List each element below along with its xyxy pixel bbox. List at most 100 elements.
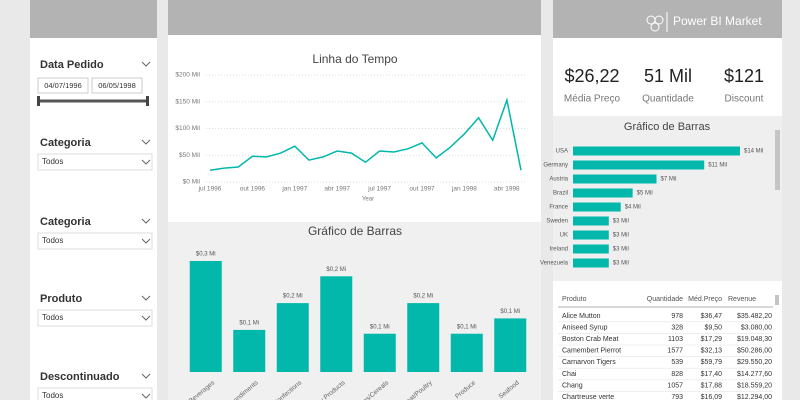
- y-tick-label: Venezuela: [540, 261, 569, 267]
- chevron[interactable]: [141, 373, 151, 379]
- slider-handle[interactable]: [37, 96, 40, 106]
- bar-panel: [168, 222, 541, 400]
- slicer-title: Produto: [40, 293, 82, 305]
- hbar-panel: [553, 116, 782, 281]
- y-tick-label: Brazil: [553, 191, 568, 197]
- bar: [573, 244, 609, 254]
- dropdown[interactable]: [37, 387, 153, 400]
- dropdown[interactable]: [37, 309, 153, 327]
- dropdown-value: Todos: [42, 236, 63, 245]
- slider-handle[interactable]: [146, 96, 149, 106]
- table-cell: $18.559,20: [737, 382, 772, 389]
- card-label: Discount: [725, 94, 764, 105]
- date-end: 06/05/1998: [98, 81, 136, 90]
- bar: [573, 174, 657, 184]
- scrollbar[interactable]: [775, 130, 780, 190]
- table-cell: 539: [671, 359, 683, 366]
- x-tick-label: out 1996: [240, 186, 266, 193]
- table-cell: $17,88: [701, 382, 723, 389]
- value-label: $11 Mil: [708, 163, 727, 169]
- x-tick-label: abr 1998: [494, 186, 520, 193]
- table-cell: $17,40: [701, 371, 723, 378]
- dropdown-value: Todos: [42, 313, 63, 322]
- bar: [573, 202, 621, 212]
- chevron[interactable]: [141, 393, 151, 399]
- date-start: 04/07/1996: [44, 81, 82, 90]
- y-tick-label: Austria: [549, 177, 568, 183]
- table-cell: $14.277,60: [737, 371, 772, 378]
- value-label: $0,2 Mi: [283, 294, 303, 300]
- value-label: $3 Mil: [613, 219, 629, 225]
- slicer-title: Descontinuado: [40, 371, 120, 383]
- value-label: $0,1 Mi: [500, 309, 520, 315]
- line-series: [209, 97, 522, 171]
- chevron[interactable]: [141, 61, 151, 67]
- value-label: $3 Mil: [613, 261, 629, 267]
- table-cell: 328: [671, 324, 683, 331]
- table-header: Revenue: [728, 296, 756, 303]
- chart-title: Linha do Tempo: [312, 52, 398, 66]
- table-cell: $35.482,20: [737, 313, 772, 320]
- table-cell: $17,29: [701, 336, 723, 343]
- table-cell: 793: [671, 394, 683, 400]
- y-tick-label: $0 Mil: [183, 179, 201, 186]
- table-cell: $32,13: [701, 348, 723, 355]
- value-label: $7 Mil: [661, 177, 677, 183]
- value-label: $0,3 Mi: [196, 252, 216, 258]
- table-cell: 1577: [667, 348, 683, 355]
- table-header: Quantidade: [647, 296, 683, 303]
- table-cell: $9,50: [704, 324, 722, 331]
- bar: [189, 261, 222, 372]
- bar: [407, 303, 440, 372]
- chevron[interactable]: [141, 139, 151, 145]
- card-label: Quantidade: [642, 94, 694, 105]
- bar: [320, 276, 353, 372]
- chevron[interactable]: [141, 315, 151, 321]
- y-tick-label: France: [549, 205, 568, 211]
- y-tick-label: UK: [560, 233, 568, 239]
- chevron[interactable]: [141, 159, 151, 165]
- dropdown-value: Todos: [42, 157, 63, 166]
- value-label: $5 Mil: [637, 191, 653, 197]
- table-cell: Boston Crab Meat: [562, 336, 618, 343]
- table-cell: $59,79: [701, 359, 723, 366]
- bar: [233, 329, 266, 372]
- table-cell: 978: [671, 313, 683, 320]
- x-tick-label: jul 1997: [367, 186, 391, 193]
- table-cell: $3.080,00: [741, 324, 772, 331]
- value-label: $0,2 Mi: [413, 294, 433, 300]
- slicer-title: Categoria: [40, 216, 92, 228]
- scrollbar[interactable]: [775, 295, 779, 305]
- bar: [573, 258, 609, 268]
- value-label: $4 Mil: [625, 205, 641, 211]
- chevron[interactable]: [141, 295, 151, 301]
- date-box[interactable]: [37, 77, 89, 94]
- table-cell: 828: [671, 371, 683, 378]
- bar: [573, 160, 705, 170]
- value-label: $3 Mil: [613, 233, 629, 239]
- y-tick-label: Sweden: [546, 219, 568, 225]
- table-cell: Chai: [562, 371, 577, 378]
- x-tick-label: abr 1997: [324, 186, 350, 193]
- dropdown[interactable]: [37, 232, 153, 250]
- bar: [573, 146, 740, 156]
- slicer-title: Categoria: [40, 137, 92, 149]
- chevron[interactable]: [141, 238, 151, 244]
- bar: [450, 333, 483, 372]
- dropdown[interactable]: [37, 153, 153, 171]
- bar: [573, 216, 609, 226]
- table-header: Méd.Preço: [688, 296, 722, 303]
- chevron[interactable]: [141, 218, 151, 224]
- table-cell: $19.048,30: [737, 336, 772, 343]
- table-cell: Chang: [562, 382, 583, 389]
- table-cell: $50.286,00: [737, 348, 772, 355]
- date-box[interactable]: [91, 77, 143, 94]
- bar: [276, 303, 309, 372]
- y-tick-label: $50 Mil: [179, 152, 201, 159]
- table-cell: $29.550,20: [737, 359, 772, 366]
- x-tick-label: out 1997: [409, 186, 435, 193]
- logo-ring: [650, 22, 660, 32]
- table-cell: $16,09: [701, 394, 723, 400]
- table-cell: Chartreuse verte: [562, 394, 614, 400]
